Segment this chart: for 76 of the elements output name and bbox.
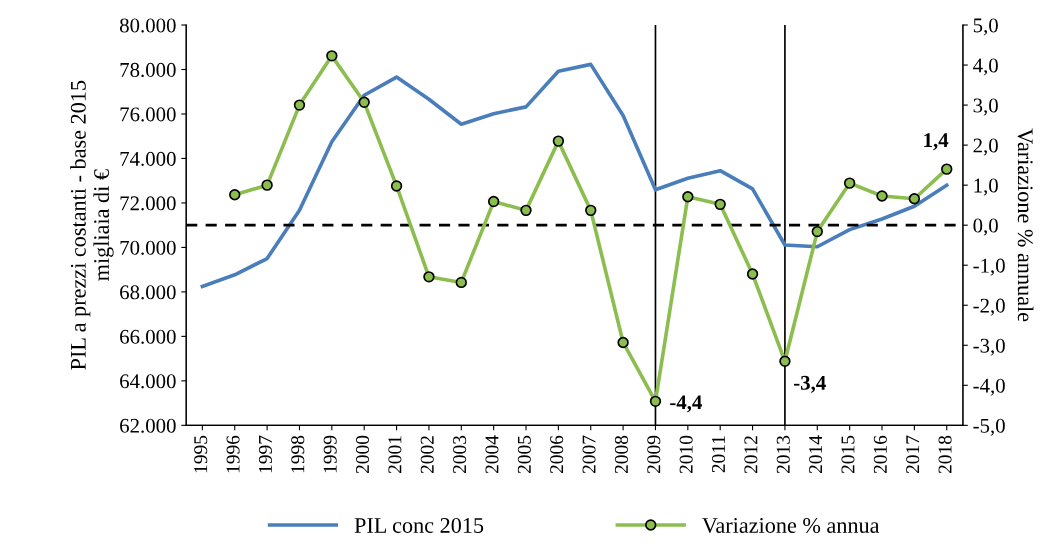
x-tick-label: 2015 (841, 435, 855, 474)
y2-tick-label: -4,0 (973, 378, 1005, 396)
y-tick-label: 64.000 (120, 374, 176, 389)
y2-tick-label: -1,0 (973, 258, 1005, 276)
x-tick-label: 2011 (711, 436, 726, 473)
y-tick-label: 62.000 (120, 418, 176, 433)
line-series (200, 62, 949, 289)
x-tick-label: 2012 (744, 436, 758, 474)
x-tick-label: 2008 (614, 435, 628, 474)
point (261, 179, 273, 191)
point (617, 336, 629, 349)
y-axis-title: PIL a prezzi costanti - base 2015 migliaia di € (70, 80, 114, 370)
y2-tick-label: -2,0 (973, 298, 1005, 316)
y-tick-label: 66.000 (120, 329, 176, 344)
point (520, 204, 532, 217)
point (649, 395, 662, 408)
legend-label: PIL conc 2015 (354, 517, 484, 533)
x-tick-label: 1996 (226, 435, 240, 473)
data-label: -4,4 (670, 395, 702, 413)
x-tick-label: 2009 (647, 435, 661, 474)
point (229, 189, 241, 201)
x-tick-label: 2005 (517, 435, 531, 474)
y-tick-label: 78.000 (120, 62, 176, 78)
point (941, 163, 953, 175)
y-tick-label: 68.000 (120, 285, 176, 300)
y2-tick-label: 3,0 (973, 98, 998, 116)
y2-tick-label: 4,0 (973, 58, 998, 76)
x-tick-label: 2000 (355, 435, 370, 474)
data-label: 1,4 (924, 133, 949, 151)
point (487, 195, 500, 208)
y2-tick-label: -5,0 (973, 418, 1005, 436)
y2-tick-label: -3,0 (973, 338, 1005, 356)
x-tick-label: 2016 (873, 435, 887, 474)
point (714, 198, 726, 211)
x-tick-label: 2018 (938, 435, 952, 474)
x-tick-label: 2014 (809, 435, 823, 474)
x-tick-label: 1995 (194, 435, 208, 473)
x-tick-label: 2004 (485, 435, 499, 474)
y-tick-label: 80.000 (119, 18, 176, 33)
y-tick-label: 76.000 (120, 107, 176, 122)
point (293, 99, 306, 111)
point (390, 180, 403, 192)
y-tick-label: 74.000 (120, 151, 176, 166)
y2-tick-label: 5,0 (973, 18, 998, 36)
point (358, 96, 370, 108)
point (682, 191, 694, 203)
x-tick-label: 2002 (420, 436, 434, 474)
data-label: -3,4 (794, 375, 826, 393)
point (746, 268, 759, 280)
x-tick-label: 2010 (679, 435, 693, 474)
y2-tick-label: 1,0 (974, 178, 998, 196)
y-tick-label: 72.000 (120, 196, 176, 211)
point (843, 177, 856, 189)
point (908, 193, 921, 205)
y2-tick-label: 2,0 (973, 138, 998, 156)
x-tick-label: 2007 (582, 435, 596, 474)
point (779, 355, 791, 367)
y2-tick-label: 0,0 (973, 218, 998, 236)
point (423, 271, 435, 283)
y2-axis-title: Variazione % annuale (1017, 128, 1034, 322)
point (455, 276, 467, 289)
point (585, 204, 597, 217)
x-tick-label: 1999 (323, 435, 337, 473)
x-tick-label: 2001 (388, 436, 402, 474)
x-tick-label: 1998 (291, 435, 305, 473)
legend-label: Variazione % annua (702, 517, 880, 534)
point (552, 135, 565, 147)
x-tick-label: 1997 (258, 435, 272, 473)
point (876, 190, 888, 202)
x-tick-label: 2003 (453, 435, 467, 474)
x-tick-label: 2017 (906, 435, 920, 474)
point (811, 225, 823, 238)
y-tick-label: 70.000 (120, 240, 176, 255)
x-tick-label: 2006 (550, 435, 564, 474)
point (326, 50, 338, 62)
x-tick-label: 2013 (776, 435, 790, 474)
